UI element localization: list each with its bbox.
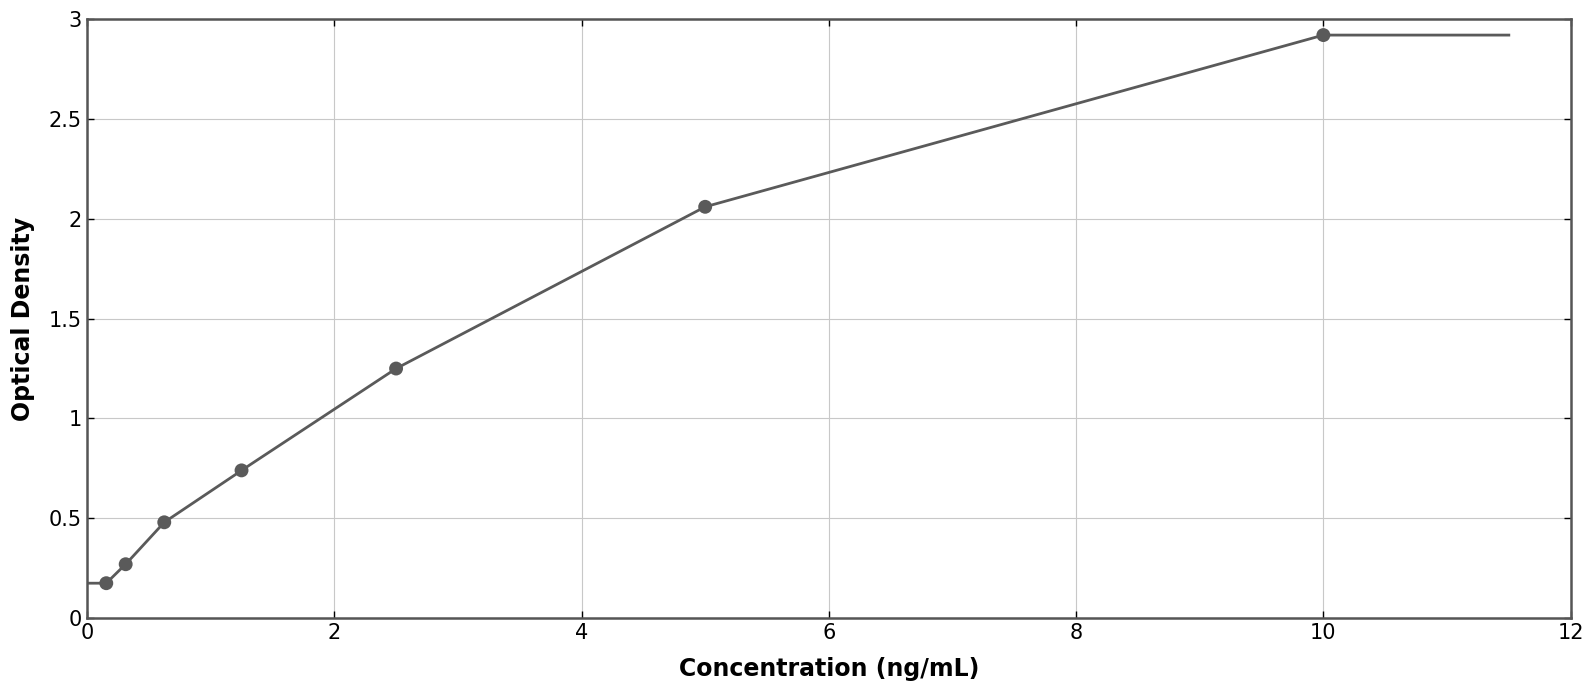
X-axis label: Concentration (ng/mL): Concentration (ng/mL) [678, 657, 979, 681]
Point [152, 517, 177, 528]
Point [94, 578, 120, 589]
Point [113, 558, 139, 570]
Point [228, 465, 254, 476]
Point [383, 363, 408, 374]
Point [1311, 30, 1337, 41]
Y-axis label: Optical Density: Optical Density [11, 217, 35, 421]
Point [692, 201, 718, 212]
